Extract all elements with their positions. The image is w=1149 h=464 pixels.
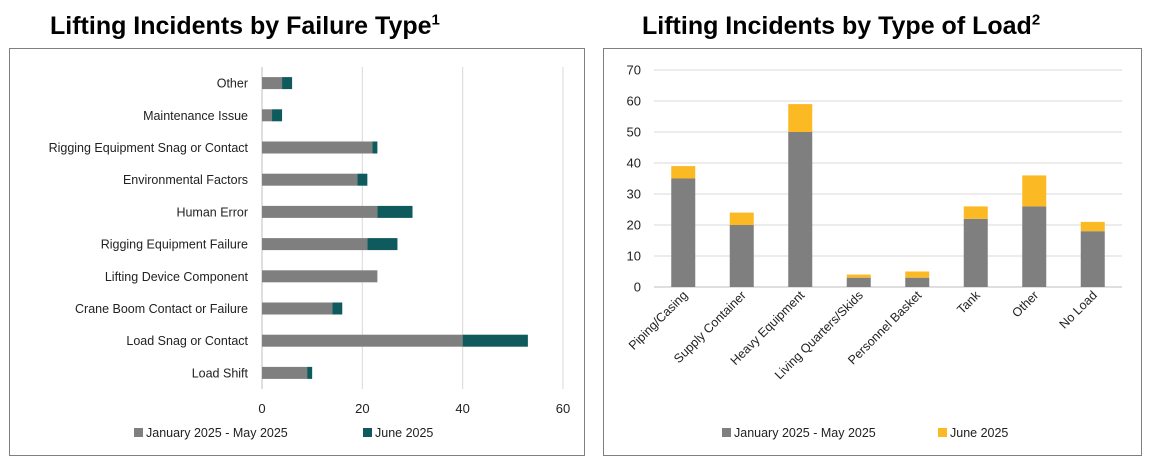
bar-environmental-factors-series-0 — [262, 173, 358, 186]
x-tick-label: 40 — [455, 401, 469, 416]
failure-type-title-text: Lifting Incidents by Failure Type — [50, 12, 432, 40]
y-tick-label: 70 — [627, 63, 641, 78]
bar-rigging-equipment-failure-series-0 — [262, 238, 368, 251]
category-label: Load Snag or Contact — [126, 334, 248, 348]
legend-label-0: January 2025 - May 2025 — [146, 426, 288, 440]
failure-type-chart-title: Lifting Incidents by Failure Type1 — [50, 12, 440, 41]
column-supply-container-series-0 — [729, 225, 754, 287]
bar-load-snag-or-contact-series-1 — [462, 334, 528, 347]
legend-label-1: June 2025 — [950, 426, 1008, 440]
legend-label-0: January 2025 - May 2025 — [734, 426, 876, 440]
bar-lifting-device-component-series-0 — [262, 270, 378, 283]
column-piping-casing-series-0 — [671, 178, 696, 287]
y-tick-label: 40 — [627, 156, 641, 171]
legend-swatch-0 — [722, 428, 731, 437]
category-label: Rigging Equipment Failure — [101, 238, 248, 252]
legend-swatch-1 — [363, 428, 372, 437]
category-label: Environmental Factors — [123, 173, 248, 187]
bar-human-error-series-0 — [262, 205, 378, 218]
y-tick-label: 20 — [627, 218, 641, 233]
column-living-quarters-skids-series-1 — [846, 274, 871, 278]
bar-other-series-0 — [262, 77, 283, 90]
y-tick-label: 0 — [634, 280, 641, 295]
column-personnel-basket-series-1 — [905, 271, 930, 278]
failure-type-footnote: 1 — [431, 11, 440, 29]
bar-crane-boom-contact-or-failure-series-1 — [332, 302, 343, 315]
legend-swatch-0 — [134, 428, 143, 437]
bar-environmental-factors-series-1 — [357, 173, 368, 186]
category-label: No Load — [1057, 288, 1100, 331]
category-label: Tank — [954, 288, 983, 317]
legend-swatch-1 — [938, 428, 947, 437]
y-tick-label: 60 — [627, 94, 641, 109]
column-tank-series-1 — [963, 206, 988, 219]
x-tick-label: 20 — [355, 401, 369, 416]
y-tick-label: 10 — [627, 249, 641, 264]
column-personnel-basket-series-0 — [905, 277, 930, 287]
category-label: Crane Boom Contact or Failure — [75, 302, 248, 316]
bar-crane-boom-contact-or-failure-series-0 — [262, 302, 333, 315]
category-label: Lifting Device Component — [105, 270, 249, 284]
load-type-footnote: 2 — [1031, 11, 1041, 29]
bar-load-shift-series-0 — [262, 366, 308, 379]
column-no-load-series-0 — [1080, 231, 1105, 287]
failure-type-chart-panel: 0 20 40 60 Other Maintenance Issue Rigging Equ… — [9, 48, 585, 456]
column-tank-series-0 — [963, 218, 988, 287]
legend-label-1: June 2025 — [375, 426, 433, 440]
x-tick-label: 0 — [258, 401, 265, 416]
column-other-series-0 — [1022, 206, 1047, 287]
bar-load-shift-series-1 — [307, 366, 313, 379]
bar-other-series-1 — [282, 77, 293, 90]
bar-maintenance-issue-series-0 — [262, 109, 273, 122]
bar-load-snag-or-contact-series-0 — [262, 334, 463, 347]
bar-maintenance-issue-series-1 — [272, 109, 283, 122]
category-label: Maintenance Issue — [143, 109, 248, 123]
x-tick-label: 60 — [556, 401, 570, 416]
bar-rigging-equipment-snag-or-contact-series-1 — [372, 141, 378, 154]
column-living-quarters-skids-series-0 — [846, 277, 871, 287]
load-type-title-text: Lifting Incidents by Type of Load — [642, 12, 1032, 40]
bar-rigging-equipment-failure-series-1 — [367, 238, 398, 251]
category-label: Load Shift — [192, 366, 249, 380]
y-tick-label: 30 — [627, 187, 641, 202]
column-heavy-equipment-series-1 — [788, 104, 813, 132]
load-type-chart-title: Lifting Incidents by Type of Load2 — [642, 12, 1040, 41]
category-label: Rigging Equipment Snag or Contact — [49, 141, 249, 155]
category-label: Piping/Casing — [626, 288, 690, 352]
y-tick-label: 50 — [627, 125, 641, 140]
column-piping-casing-series-1 — [671, 166, 696, 179]
column-supply-container-series-1 — [729, 212, 754, 225]
category-label: Other — [217, 77, 248, 91]
category-label: Human Error — [176, 205, 248, 219]
category-label: Other — [1009, 288, 1041, 320]
column-heavy-equipment-series-0 — [788, 132, 813, 287]
column-no-load-series-1 — [1080, 221, 1105, 232]
column-other-series-1 — [1022, 175, 1047, 207]
load-type-chart-panel: 0 10 20 30 40 50 60 70 Piping/Casing Supply Conta… — [603, 48, 1142, 456]
failure-type-chart: 0 20 40 60 Other Maintenance Issue Rigging Equ… — [49, 67, 570, 440]
bar-rigging-equipment-snag-or-contact-series-0 — [262, 141, 373, 154]
bar-human-error-series-1 — [377, 205, 413, 218]
